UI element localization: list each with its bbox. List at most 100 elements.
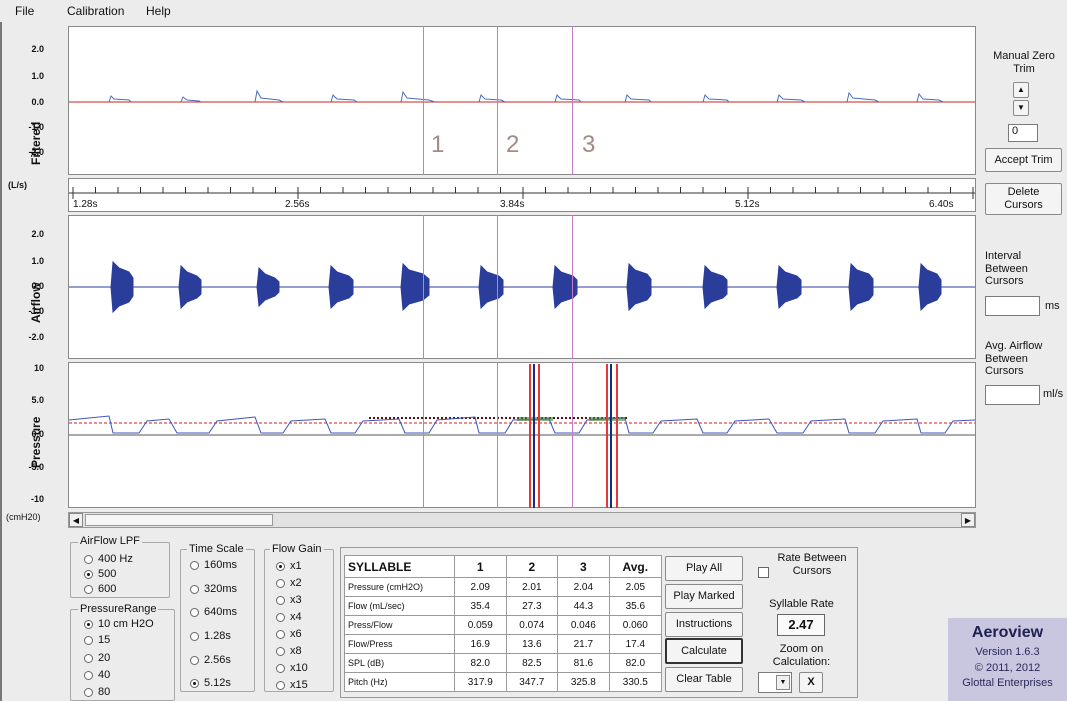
- table-cell: 81.6: [557, 653, 610, 673]
- pressure-tick: -5.0: [28, 462, 44, 472]
- gain-option-x4[interactable]: x4: [276, 611, 302, 623]
- segment-marker-end[interactable]: [616, 364, 618, 508]
- cursor-line-1[interactable]: [423, 26, 424, 175]
- time-option-2.56s[interactable]: 2.56s: [190, 654, 231, 666]
- table-cell: 13.6: [505, 634, 559, 654]
- cursor-line-3[interactable]: [572, 362, 573, 508]
- play-marked-button[interactable]: Play Marked: [665, 584, 743, 609]
- segment-marker-start[interactable]: [606, 364, 608, 508]
- table-cell: 347.7: [505, 672, 559, 692]
- table-cell: 0.060: [608, 615, 663, 635]
- time-option-640ms[interactable]: 640ms: [190, 606, 237, 618]
- range-option-15[interactable]: 15: [84, 634, 110, 646]
- clear-table-button[interactable]: Clear Table: [665, 667, 743, 692]
- cursor-line-1[interactable]: [423, 215, 424, 359]
- scroll-right-icon[interactable]: ▶: [961, 513, 975, 527]
- airflow-plot[interactable]: [68, 215, 976, 359]
- segment-marker-start[interactable]: [529, 364, 531, 508]
- gain-option-x1[interactable]: x1: [276, 560, 302, 572]
- lpf-option-500[interactable]: 500: [84, 568, 116, 580]
- gain-option-x15[interactable]: x15: [276, 679, 308, 691]
- scroll-thumb[interactable]: [85, 514, 273, 526]
- table-cell: 16.9: [454, 634, 507, 654]
- radio-icon: [276, 680, 285, 690]
- cursor-line-1[interactable]: [423, 362, 424, 508]
- cursor-label-1: 1: [431, 131, 445, 158]
- delete-cursors-button[interactable]: Delete Cursors: [985, 183, 1062, 215]
- table-header-row: SYLLABLE 1 2 3 Avg.: [344, 555, 663, 578]
- pressure-trace: [69, 415, 975, 436]
- cursor-line-2[interactable]: [497, 362, 498, 508]
- cursor-label-3: 3: [582, 131, 596, 158]
- accept-trim-button[interactable]: Accept Trim: [985, 148, 1062, 172]
- segment-marker-end[interactable]: [538, 364, 540, 508]
- radio-icon: [84, 569, 93, 579]
- time-label: 2.56s: [285, 199, 310, 210]
- time-option-5.12s[interactable]: 5.12s: [190, 677, 231, 689]
- results-frame: [340, 547, 858, 698]
- close-zoom-button[interactable]: X: [799, 672, 823, 693]
- pressure-tick: -10: [30, 494, 44, 504]
- zoom-select[interactable]: ▼: [758, 672, 792, 693]
- table-row: Pressure (cmH2O) 2.09 2.01 2.04 2.05: [344, 577, 663, 597]
- filtered-plot[interactable]: [68, 26, 976, 175]
- segment-marker-mid[interactable]: [610, 364, 612, 508]
- table-cell: 330.5: [608, 672, 663, 692]
- lpf-option-400[interactable]: 400 Hz: [84, 553, 133, 565]
- cursor-line-2[interactable]: [497, 215, 498, 359]
- gain-option-x6[interactable]: x6: [276, 628, 302, 640]
- time-option-320ms[interactable]: 320ms: [190, 583, 237, 595]
- menu-help[interactable]: Help: [146, 4, 171, 18]
- instructions-button[interactable]: Instructions: [665, 612, 743, 637]
- trim-up-icon[interactable]: ▲: [1013, 82, 1029, 98]
- menu-calibration[interactable]: Calibration: [67, 4, 125, 18]
- avg-airflow-field[interactable]: [985, 385, 1040, 405]
- calculate-button[interactable]: Calculate: [665, 638, 743, 664]
- radio-icon: [276, 561, 285, 571]
- app-copyright: © 2011, 2012: [974, 662, 1041, 674]
- table-cell: 82.0: [454, 653, 507, 673]
- range-option-20[interactable]: 20: [84, 652, 110, 664]
- time-option-160ms[interactable]: 160ms: [190, 559, 237, 571]
- gain-option-x8[interactable]: x8: [276, 645, 302, 657]
- rate-between-checkbox[interactable]: [758, 567, 769, 578]
- time-label: 1.28s: [73, 199, 98, 210]
- rate-between-label: Rate Between Cursors: [777, 552, 847, 577]
- pressure-plot[interactable]: [68, 362, 976, 508]
- cursor-line-3[interactable]: [572, 215, 573, 359]
- airflow-tick: 0.0: [31, 281, 44, 291]
- lpf-option-600[interactable]: 600: [84, 583, 116, 595]
- gain-option-x2[interactable]: x2: [276, 577, 302, 589]
- table-header: SYLLABLE: [344, 555, 455, 578]
- range-option-10[interactable]: 10 cm H2O: [84, 618, 154, 630]
- row-label: Press/Flow: [344, 615, 455, 635]
- time-option-1.28s[interactable]: 1.28s: [190, 630, 231, 642]
- pressure-tick: 0.0: [31, 429, 44, 439]
- chevron-down-icon[interactable]: ▼: [776, 675, 790, 690]
- table-row: Flow (mL/sec) 35.4 27.3 44.3 35.6: [344, 596, 663, 616]
- time-axis-ticks: [69, 187, 975, 199]
- time-scale-title: Time Scale: [187, 543, 246, 555]
- segment-marker-mid[interactable]: [533, 364, 535, 508]
- scroll-left-icon[interactable]: ◀: [69, 513, 83, 527]
- menu-file[interactable]: File: [15, 4, 35, 18]
- unit-label-pressure: (cmH20): [6, 512, 41, 522]
- pressure-tick: 5.0: [31, 395, 44, 405]
- table-header: 2: [505, 555, 559, 578]
- gain-option-x10[interactable]: x10: [276, 662, 308, 674]
- cursor-line-2[interactable]: [497, 26, 498, 175]
- interval-field[interactable]: [985, 296, 1040, 316]
- trim-down-icon[interactable]: ▼: [1013, 100, 1029, 116]
- play-all-button[interactable]: Play All: [665, 556, 743, 581]
- pressure-tick: 10: [33, 363, 44, 373]
- range-option-40[interactable]: 40: [84, 669, 110, 681]
- trim-value-field[interactable]: 0: [1008, 124, 1038, 142]
- avg-airflow-label: Avg. Airflow Between Cursors: [985, 340, 1043, 378]
- range-option-80[interactable]: 80: [84, 686, 110, 698]
- gain-option-x3[interactable]: x3: [276, 594, 302, 606]
- table-cell: 0.046: [557, 615, 610, 635]
- table-header: 3: [557, 555, 610, 578]
- cursor-line-3[interactable]: [572, 26, 573, 175]
- horizontal-scrollbar[interactable]: ◀ ▶: [68, 512, 976, 528]
- radio-icon: [276, 646, 285, 656]
